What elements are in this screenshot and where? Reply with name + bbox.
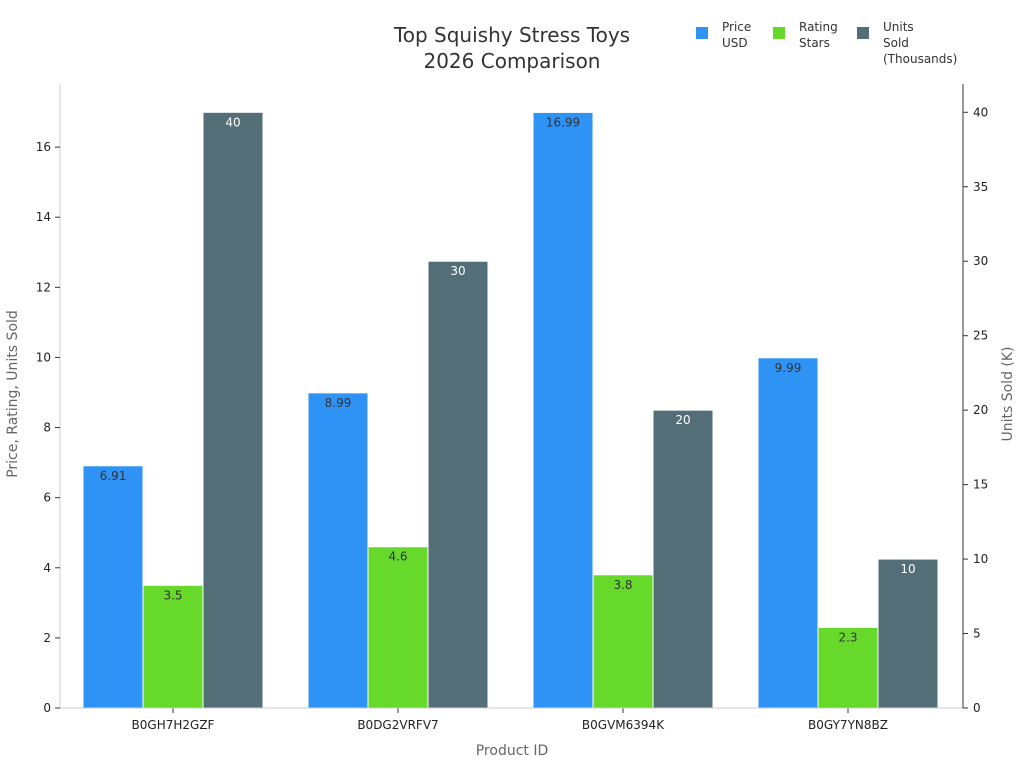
bar-label-1-0: 3.5 (163, 588, 182, 602)
legend-item-price: Price USD (696, 18, 812, 51)
bar-0-0 (82, 465, 144, 709)
y2-tick-label-3: 15 (973, 478, 988, 492)
legend-label-units: Units Sold (Thousands) (883, 20, 958, 66)
bar-label-2-0: 40 (225, 115, 240, 129)
bar-1-3 (817, 626, 879, 709)
y-tick-label-6: 12 (36, 280, 51, 294)
x-tick-label-0: B0GH7H2GZF (132, 718, 215, 732)
bar-1-0 (142, 584, 204, 709)
y2-tick-label-5: 25 (973, 329, 988, 343)
y2-tick-label-2: 10 (973, 552, 988, 566)
bar-label-2-3: 10 (900, 562, 915, 576)
y-tick-label-7: 14 (36, 210, 51, 224)
y-axis-title: Price, Rating, Units Sold (5, 310, 21, 478)
legend-swatch-rating (773, 27, 785, 39)
y2-tick-label-0: 0 (973, 701, 981, 715)
axes-layer: B0GH7H2GZF B0DG2VRFV7 B0GVM6394K B0GY7YN8BZ… (36, 84, 988, 732)
legend-label-rating: Rating Stars (799, 20, 838, 50)
y-tick-label-2: 4 (43, 561, 51, 575)
legend-swatch-price (696, 27, 708, 39)
y2-tick-label-6: 30 (973, 254, 988, 268)
bar-0-3 (757, 357, 819, 709)
bar-0-2 (532, 111, 594, 709)
y-tick-label-3: 6 (43, 491, 51, 505)
bar-label-0-1: 8.99 (325, 396, 352, 410)
y-tick-label-0: 0 (43, 701, 51, 715)
bar-2-2 (652, 409, 714, 709)
y-tick-label-5: 10 (36, 350, 51, 364)
bar-2-1 (427, 260, 489, 709)
bar-label-2-1: 30 (450, 264, 465, 278)
y2-tick-label-7: 35 (973, 180, 988, 194)
legend-item-units: Units Sold (Thousands) (857, 18, 973, 67)
chart-title-line-1: Top Squishy Stress Toys (393, 23, 631, 47)
bar-labels-layer: 6.91 3.5 40 8.99 4.6 30 16.99 3.8 20 9.99 2.3 10 (100, 115, 916, 644)
bars-layer (82, 111, 939, 709)
chart-title: Top Squishy Stress Toys 2026 Comparison (362, 22, 662, 74)
legend-item-rating: Rating Stars (773, 18, 889, 51)
x-tick-label-2: B0GVM6394K (582, 718, 665, 732)
x-tick-label-1: B0DG2VRFV7 (357, 718, 438, 732)
y2-axis-title: Units Sold (K) (1000, 346, 1016, 442)
bar-1-2 (592, 574, 654, 709)
bar-label-1-3: 2.3 (838, 630, 857, 644)
bar-2-0 (202, 111, 264, 709)
bar-label-0-3: 9.99 (775, 361, 802, 375)
y2-tick-label-8: 40 (973, 105, 988, 119)
bar-label-1-2: 3.8 (613, 578, 632, 592)
x-axis-title: Product ID (475, 743, 549, 759)
bar-0-1 (307, 392, 369, 709)
y2-tick-label-1: 5 (973, 627, 981, 641)
legend-swatch-units (857, 27, 869, 39)
bar-label-0-2: 16.99 (546, 115, 580, 129)
x-tick-label-3: B0GY7YN8BZ (808, 718, 888, 732)
y-tick-label-1: 2 (43, 631, 51, 645)
y-tick-label-8: 16 (36, 140, 51, 154)
bar-label-1-1: 4.6 (388, 550, 407, 564)
y2-tick-label-4: 20 (973, 403, 988, 417)
bar-label-0-0: 6.91 (100, 469, 127, 483)
bar-1-1 (367, 546, 429, 709)
legend-label-price: Price USD (722, 20, 752, 50)
bar-2-3 (877, 558, 939, 709)
bar-label-2-2: 20 (675, 413, 690, 427)
y-tick-label-4: 8 (43, 421, 51, 435)
chart-title-line-2: 2026 Comparison (423, 49, 601, 73)
